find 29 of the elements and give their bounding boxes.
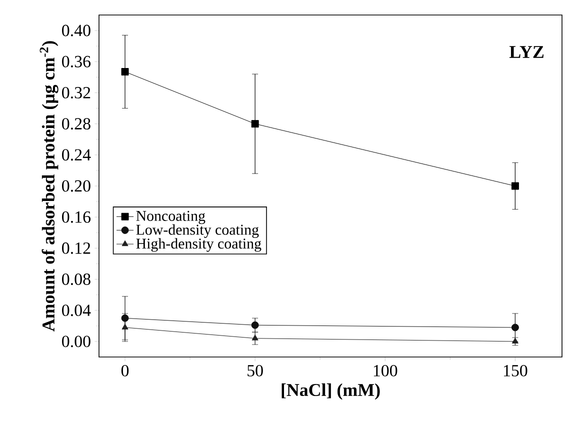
y-tick-label: 0.08 — [62, 274, 90, 286]
x-axis-title: [NaCl] (mM) — [282, 383, 380, 400]
y-tick-label: 0.00 — [62, 336, 90, 348]
y-tick-label: 0.32 — [62, 86, 90, 98]
y-tick-label: 0.36 — [62, 56, 91, 68]
point — [122, 324, 128, 330]
x-tick-label: 0 — [121, 364, 129, 376]
point — [511, 324, 519, 332]
y-tick-label: 0.12 — [62, 242, 90, 254]
y-tick-label: 0.16 — [62, 211, 91, 223]
x-tick-label: 100 — [374, 364, 398, 376]
y-axis-title: Amount of adsorbed protein (μg cm$^{-2}$) — [40, 41, 58, 332]
point — [251, 321, 259, 329]
point — [252, 334, 258, 340]
point — [511, 182, 519, 190]
point — [121, 68, 129, 76]
y-tick-label: 0.04 — [62, 304, 91, 316]
legend-label: High-density coating — [136, 238, 262, 252]
y-tick-label: 0.40 — [62, 24, 90, 36]
legend-label: Noncoating — [136, 210, 206, 224]
y-tick-label: 0.20 — [62, 180, 90, 192]
y-tick-label: 0.24 — [62, 149, 91, 161]
x-tick-label: 50 — [248, 364, 263, 376]
legend-label: Low-density coating — [136, 224, 259, 238]
x-tick-label: 150 — [504, 364, 528, 376]
point — [251, 120, 259, 128]
point — [121, 314, 129, 322]
y-tick-label: 0.28 — [62, 118, 90, 130]
annotation: LYZ — [509, 46, 544, 58]
